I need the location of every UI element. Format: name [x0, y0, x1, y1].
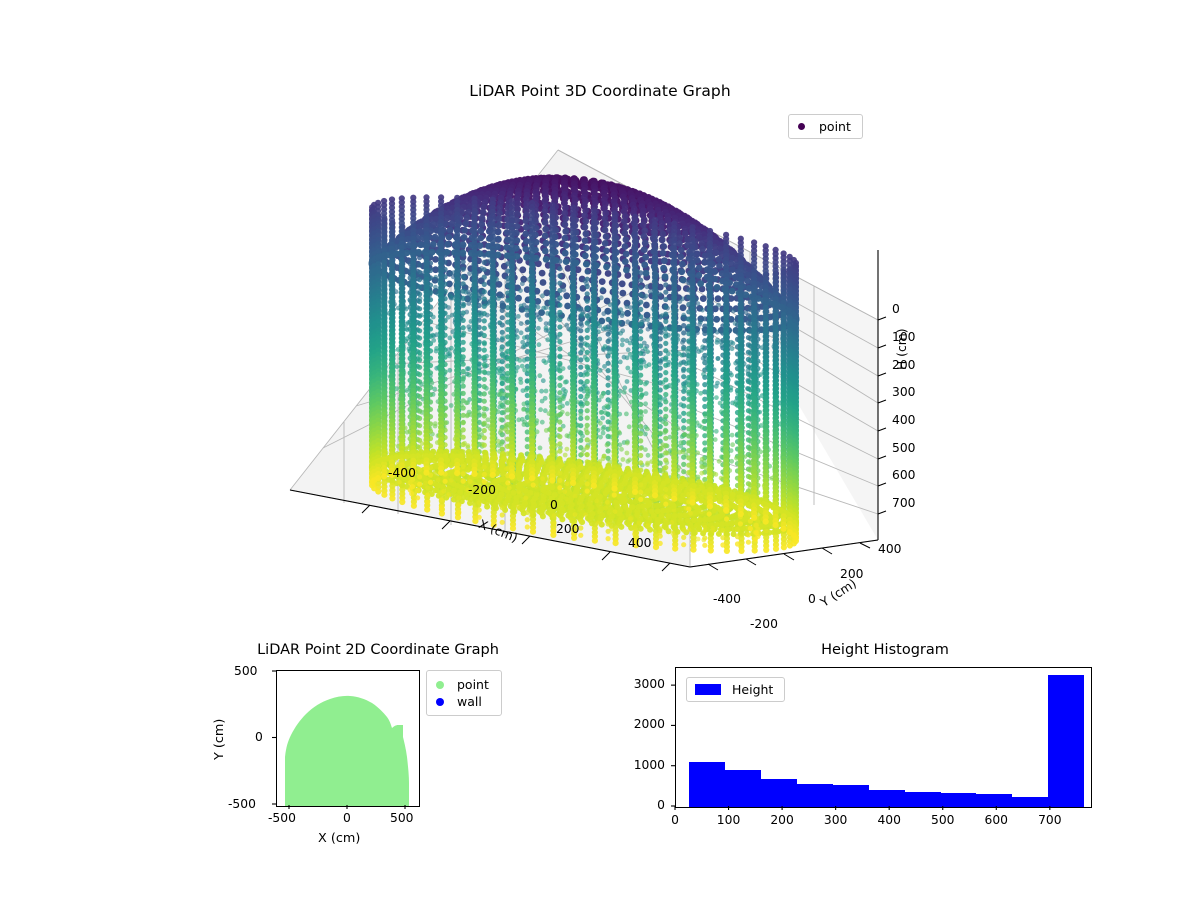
- plot2d-canvas: [276, 670, 420, 807]
- h-axis-label: H (cm): [895, 329, 909, 371]
- plot2d-yaxis-label: Y (cm): [212, 719, 227, 760]
- histogram-ytick: 3000: [634, 677, 665, 691]
- histogram-ytick: 0: [657, 798, 665, 812]
- lidar-3d-axes: LiDAR Point 3D Coordinate Graph point: [250, 70, 950, 630]
- y-tick-400: 400: [878, 542, 901, 556]
- histogram-bar: [941, 793, 977, 807]
- histogram-bar: [905, 792, 941, 807]
- plot2d-scatter: [277, 671, 419, 806]
- h-tick-600: 600: [892, 468, 915, 482]
- h-tick-500: 500: [892, 441, 915, 455]
- plot3d-canvas: [250, 70, 950, 630]
- y-tick-m200: -200: [750, 617, 778, 631]
- histogram-bar: [797, 784, 833, 807]
- x-tick-200: 200: [556, 522, 579, 536]
- histogram-bar: [1012, 797, 1048, 807]
- histogram-xtick: 100: [717, 813, 740, 827]
- x-tick-0: 0: [550, 498, 558, 512]
- histogram-ytick: 1000: [634, 758, 665, 772]
- histogram-xtick: 600: [985, 813, 1008, 827]
- histogram-xtick: 300: [824, 813, 847, 827]
- histogram-xtick: 200: [770, 813, 793, 827]
- plot2d-xtick-500: 500: [390, 811, 413, 825]
- histogram-title: Height Histogram: [675, 642, 1095, 658]
- histogram-xtick: 700: [1038, 813, 1061, 827]
- plot2d-legend[interactable]: point wall: [426, 670, 502, 716]
- x-tick-400: 400: [628, 536, 651, 550]
- lidar-2d-axes: LiDAR Point 2D Coordinate Graph point wa…: [150, 638, 570, 868]
- plot2d-xtick-0: 0: [343, 811, 351, 825]
- legend-marker-point: [436, 681, 444, 689]
- legend-label-point: point: [457, 677, 489, 692]
- height-histogram-axes: Height Histogram Height 0 1000 2000 3000 0 1…: [620, 638, 1120, 868]
- plot2d-title: LiDAR Point 2D Coordinate Graph: [208, 642, 548, 658]
- histogram-legend[interactable]: Height: [686, 677, 785, 702]
- legend-entry-point[interactable]: point: [436, 676, 489, 693]
- legend-label-height: Height: [732, 682, 773, 697]
- legend-label-wall: wall: [457, 694, 482, 709]
- h-tick-400: 400: [892, 413, 915, 427]
- x-tick-m400: -400: [388, 466, 416, 480]
- plot2d-ytick-m500: -500: [228, 797, 256, 811]
- h-tick-300: 300: [892, 385, 915, 399]
- plot2d-ytick-500: 500: [234, 664, 257, 678]
- histogram-xtick: 400: [877, 813, 900, 827]
- histogram-bar: [976, 794, 1012, 807]
- histogram-xtick: 0: [671, 813, 679, 827]
- plot3d-h-ticks: [878, 317, 886, 514]
- histogram-bar: [689, 762, 725, 807]
- histogram-bar: [725, 770, 761, 807]
- histogram-bar: [761, 779, 797, 807]
- plot2d-xaxis-label: X (cm): [318, 831, 360, 846]
- plot2d-xtick-m500: -500: [268, 811, 296, 825]
- legend-swatch-height: [695, 684, 721, 695]
- legend-marker-wall: [436, 698, 444, 706]
- point-cloud-region: [285, 696, 409, 806]
- histogram-ytick: 2000: [634, 717, 665, 731]
- histogram-xtick: 500: [931, 813, 954, 827]
- histogram-bar: [833, 785, 869, 807]
- histogram-bar: [1048, 675, 1084, 807]
- h-tick-700: 700: [892, 496, 915, 510]
- legend-entry-wall[interactable]: wall: [436, 693, 489, 710]
- y-tick-m400: -400: [713, 592, 741, 606]
- plot2d-ytick-0: 0: [255, 730, 263, 744]
- y-tick-0: 0: [808, 592, 816, 606]
- matplotlib-figure: LiDAR Point 3D Coordinate Graph point: [0, 0, 1200, 900]
- histogram-bar: [869, 790, 905, 807]
- h-tick-0: 0: [892, 302, 900, 316]
- x-tick-m200: -200: [468, 483, 496, 497]
